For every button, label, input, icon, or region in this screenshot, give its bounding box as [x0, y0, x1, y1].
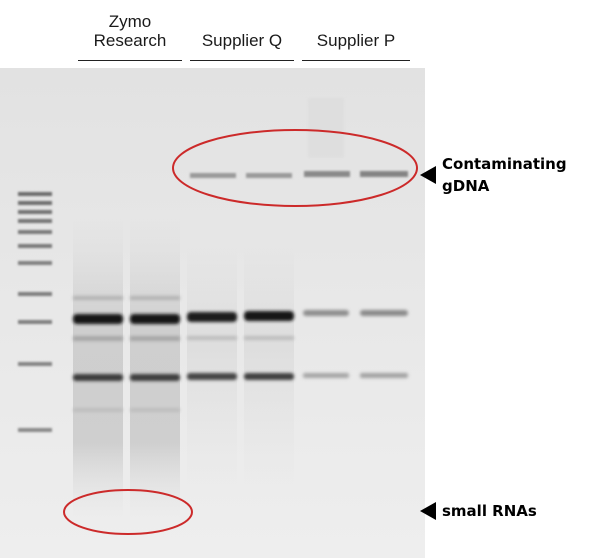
gdna-band — [190, 173, 236, 178]
faint-band — [187, 336, 237, 340]
rrna-band — [187, 312, 237, 322]
small-rna-annotation: small RNAs — [442, 502, 537, 520]
gdna-highlight-circle — [172, 129, 418, 207]
rrna-band — [303, 310, 349, 316]
ladder-band — [18, 320, 52, 324]
lane-group-label-line1: Supplier Q — [201, 31, 283, 50]
lane-smear — [73, 218, 123, 518]
ladder-band — [18, 362, 52, 366]
rrna-band — [244, 373, 294, 380]
well-streak — [308, 98, 344, 158]
gdna-annotation: Contaminating gDNA — [442, 153, 567, 197]
lane-group-underline-supplier-p — [302, 60, 410, 61]
lane-smear — [187, 238, 237, 498]
ladder-band — [18, 292, 52, 296]
rrna-band — [130, 374, 180, 381]
rrna-band — [73, 314, 123, 324]
rrna-band — [303, 373, 349, 378]
lane-smear — [130, 218, 180, 518]
lane-group-label-line1: Zymo — [108, 12, 152, 31]
ladder-band — [18, 219, 52, 223]
gdna-bands — [190, 98, 408, 178]
rrna-band — [360, 373, 408, 378]
rrna-band — [73, 374, 123, 381]
rrna-band — [187, 373, 237, 380]
lane-group-underline-supplier-q — [190, 60, 294, 61]
gdna-band — [246, 173, 292, 178]
rrna-18s-bands — [73, 373, 408, 381]
faint-band — [130, 408, 180, 412]
faint-band — [244, 336, 294, 340]
rrna-band — [360, 310, 408, 316]
dna-ladder — [18, 192, 52, 432]
lane-group-underline-zymo — [78, 60, 182, 61]
lane-group-label-supplier-q: Supplier Q — [188, 31, 296, 50]
ladder-band — [18, 201, 52, 205]
ladder-band — [18, 210, 52, 214]
rrna-28s-bands — [73, 310, 408, 324]
ladder-band — [18, 244, 52, 248]
ladder-band — [18, 192, 52, 196]
gdna-annotation-line2: gDNA — [442, 177, 490, 195]
ladder-band — [18, 230, 52, 234]
faint-band — [130, 336, 180, 341]
lane-group-label-line2: Research — [93, 31, 167, 50]
faint-band — [130, 296, 180, 300]
small-rna-highlight-circle — [63, 489, 193, 535]
gdna-pointer-icon — [420, 166, 436, 184]
lane-group-label-supplier-p: Supplier P — [300, 31, 412, 50]
ladder-band — [18, 428, 52, 432]
faint-band — [73, 336, 123, 341]
small-rna-pointer-icon — [420, 502, 436, 520]
gdna-band — [304, 171, 350, 177]
lane-smear — [244, 238, 294, 498]
lane-smears — [73, 218, 294, 518]
faint-band — [73, 408, 123, 412]
rrna-band — [130, 314, 180, 324]
gdna-band — [360, 171, 408, 177]
faint-band — [73, 296, 123, 300]
gdna-annotation-line1: Contaminating — [442, 155, 567, 173]
rrna-band — [244, 311, 294, 321]
gel-image — [0, 68, 425, 558]
lane-group-label-zymo: Zymo Research — [78, 12, 182, 50]
lane-group-label-line1: Supplier P — [316, 31, 396, 50]
ladder-band — [18, 261, 52, 265]
faint-bands — [73, 296, 294, 412]
